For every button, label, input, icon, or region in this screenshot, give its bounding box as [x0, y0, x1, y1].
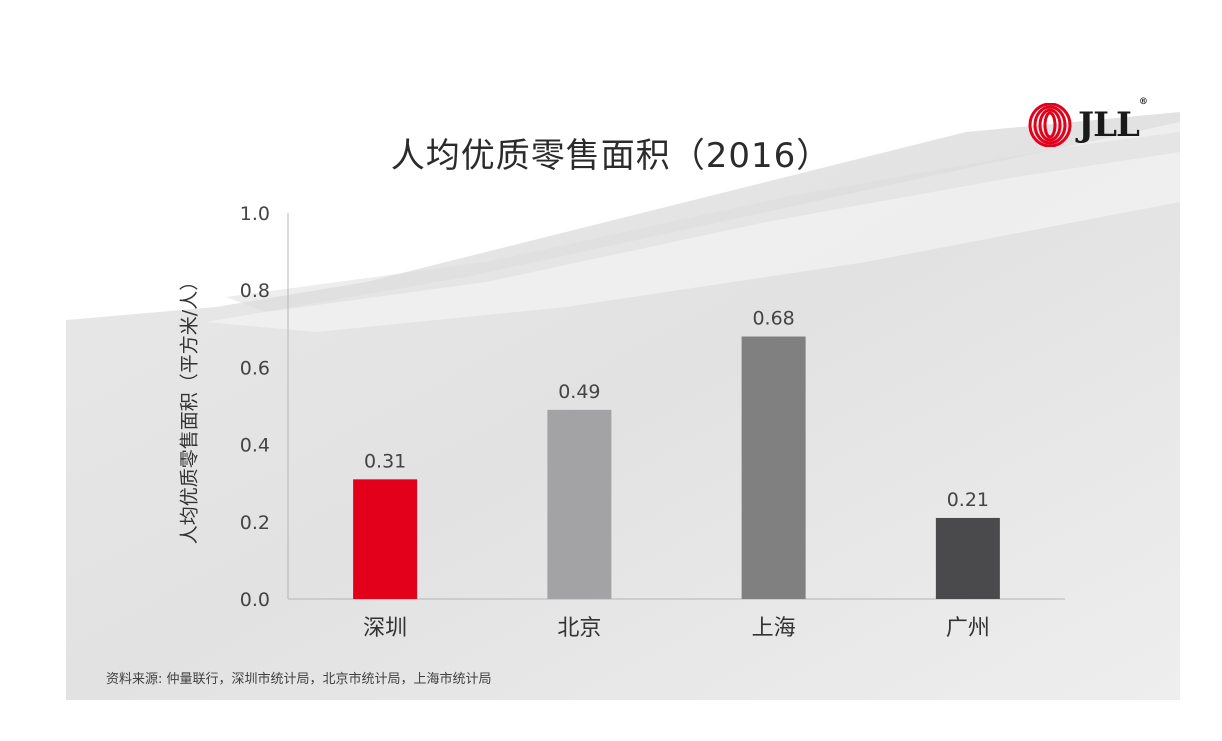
y-tick-label: 1.0 [240, 203, 270, 225]
x-tick-label: 广州 [946, 616, 990, 641]
chart-title: 人均优质零售面积（2016） [390, 136, 832, 176]
data-label: 0.49 [558, 381, 600, 403]
source-note: 资料来源: 仲量联行，深圳市统计局，北京市统计局，上海市统计局 [106, 672, 492, 687]
x-tick-label: 北京 [557, 616, 601, 641]
bar [935, 517, 1000, 599]
data-label: 0.21 [947, 489, 989, 511]
y-tick-label: 0.8 [240, 280, 270, 302]
slide-background [66, 92, 1180, 700]
jll-logo: JLL® [1028, 97, 1148, 150]
jll-logo-text: JLL® [1078, 97, 1148, 145]
y-tick-label: 0.6 [240, 357, 270, 379]
bar [353, 479, 418, 599]
data-label: 0.68 [752, 308, 794, 330]
y-tick-label: 0.0 [240, 589, 270, 611]
y-tick-label: 0.4 [240, 435, 270, 457]
y-tick-label: 0.2 [240, 512, 270, 534]
x-tick-label: 深圳 [363, 616, 407, 641]
bar [741, 336, 806, 599]
jll-logo-icon [1028, 103, 1072, 147]
data-label: 0.31 [364, 450, 406, 472]
bar [547, 409, 612, 599]
x-tick-label: 上海 [752, 616, 796, 641]
brush-texture [66, 92, 1180, 700]
